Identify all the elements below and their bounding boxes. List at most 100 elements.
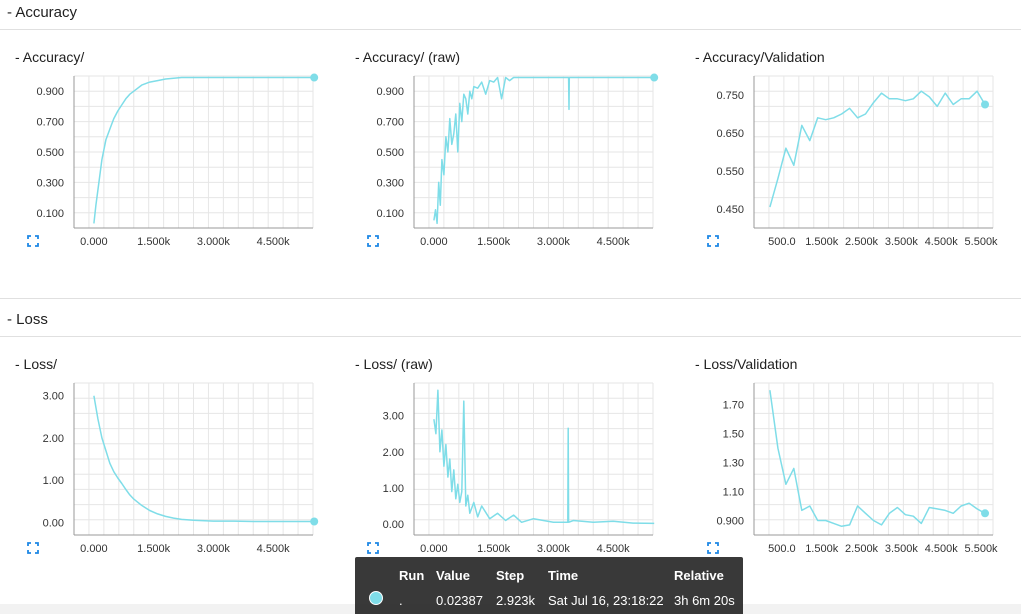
chart-card-loss-raw: - Loss/ (raw) 0.00 1.00 2.00 3.00 0.000 1.500… xyxy=(353,355,673,565)
tooltip-value: 0.02387 xyxy=(436,593,483,608)
y-tick-label: 1.00 xyxy=(43,475,64,487)
chart-accuracy-validation: 0.450 0.550 0.650 0.750 500.0 1.500k 2.500k 3.5… xyxy=(716,75,998,248)
tooltip-run: . xyxy=(399,593,403,608)
chart-card-accuracy-raw: - Accuracy/ (raw) 0.100 0.300 0.500 0.700 0.… xyxy=(353,48,673,258)
x-tick-label: 2.500k xyxy=(845,543,879,555)
chart-loss-validation: 0.900 1.10 1.30 1.50 1.70 500.0 1.500k 2.500k 3.… xyxy=(716,382,999,555)
section-title: - Loss xyxy=(7,311,48,328)
x-tick-label: 5.500k xyxy=(965,543,999,555)
series-end-point xyxy=(981,100,990,109)
expand-corner xyxy=(367,550,371,554)
expand-glyph xyxy=(367,235,379,247)
x-tick-label: 1.500k xyxy=(805,236,839,248)
chart-card-loss: - Loss/ 0.00 1.00 2.00 3.00 0.000 1.500k 3.000… xyxy=(13,355,333,565)
chart-card-accuracy-validation: - Accuracy/Validation 0.450 0.550 0.650 0.7… xyxy=(693,48,1013,258)
x-tick-label: 4.500k xyxy=(597,543,631,555)
expand-corner xyxy=(375,235,379,239)
expand-glyph xyxy=(27,235,39,247)
x-tick-label: 4.500k xyxy=(597,236,631,248)
tooltip-time: Sat Jul 16, 23:18:22 xyxy=(548,593,664,608)
y-tick-label: 1.00 xyxy=(383,483,404,495)
expand-icon[interactable] xyxy=(27,541,39,554)
expand-corner xyxy=(715,243,719,247)
expand-icon[interactable] xyxy=(707,541,719,554)
y-tick-label: 2.00 xyxy=(43,433,64,445)
expand-corner xyxy=(27,542,31,546)
expand-icon[interactable] xyxy=(27,234,39,247)
x-tick-label: 500.0 xyxy=(768,236,796,248)
x-tick-label: 4.500k xyxy=(257,236,291,248)
tooltip-header-run: Run xyxy=(399,568,425,583)
y-tick-label: 0.500 xyxy=(376,147,404,159)
x-tick-label: 3.000k xyxy=(537,236,571,248)
x-tick-label: 2.500k xyxy=(845,236,879,248)
y-tick-label: 2.00 xyxy=(383,447,404,459)
x-tick-label: 500.0 xyxy=(768,543,796,555)
section-header-loss[interactable]: - Loss xyxy=(0,307,1021,337)
expand-corner xyxy=(367,542,371,546)
x-tick-label: 1.500k xyxy=(805,543,839,555)
section-divider xyxy=(0,298,1021,299)
expand-corner xyxy=(35,550,39,554)
y-tick-label: 3.00 xyxy=(43,391,64,403)
expand-corner xyxy=(35,235,39,239)
expand-corner xyxy=(707,550,711,554)
x-tick-label: 4.500k xyxy=(257,543,291,555)
expand-icon[interactable] xyxy=(367,234,379,247)
y-tick-label: 0.550 xyxy=(716,166,744,178)
y-tick-label: 0.100 xyxy=(36,208,64,220)
expand-corner xyxy=(27,243,31,247)
series-end-point xyxy=(310,73,319,82)
y-tick-label: 0.00 xyxy=(43,517,64,529)
expand-corner xyxy=(375,542,379,546)
chart-title: - Loss/Validation xyxy=(695,356,798,372)
x-tick-label: 1.500k xyxy=(137,543,171,555)
x-tick-label: 1.500k xyxy=(477,543,511,555)
grid xyxy=(413,382,654,536)
series-end-point xyxy=(310,517,319,526)
expand-glyph xyxy=(707,235,719,247)
chart-title: - Accuracy/ xyxy=(15,49,85,65)
series-line xyxy=(93,76,315,224)
series-end-point xyxy=(650,73,659,82)
x-tick-label: 3.500k xyxy=(885,543,919,555)
expand-corner xyxy=(35,243,39,247)
expand-corner xyxy=(715,235,719,239)
run-color-dot xyxy=(369,591,383,605)
chart-title: - Loss/ (raw) xyxy=(355,356,433,372)
expand-corner xyxy=(715,550,719,554)
expand-glyph xyxy=(367,542,379,554)
chart-title: - Loss/ xyxy=(15,356,58,372)
chart-loss: 0.00 1.00 2.00 3.00 0.000 1.500k 3.000k 4.500k xyxy=(43,382,319,555)
grid xyxy=(73,382,314,536)
chart-title: - Accuracy/Validation xyxy=(695,49,825,65)
x-tick-label: 0.000 xyxy=(420,543,448,555)
y-tick-label: 0.00 xyxy=(383,519,404,531)
tooltip-header-step: Step xyxy=(496,568,525,583)
expand-icon[interactable] xyxy=(707,234,719,247)
y-tick-label: 0.700 xyxy=(36,117,64,129)
expand-corner xyxy=(27,550,31,554)
chart-accuracy-raw: 0.100 0.300 0.500 0.700 0.900 0.000 1.500k 3.00… xyxy=(376,73,659,248)
chart-card-loss-validation: - Loss/Validation 0.900 1.10 1.30 1.50 1.70 5… xyxy=(693,355,1013,565)
x-tick-label: 1.500k xyxy=(477,236,511,248)
expand-corner xyxy=(707,542,711,546)
y-tick-label: 0.750 xyxy=(716,90,744,102)
expand-glyph xyxy=(707,542,719,554)
expand-icon[interactable] xyxy=(367,541,379,554)
expand-corner xyxy=(707,243,711,247)
chart-loss-raw: 0.00 1.00 2.00 3.00 0.000 1.500k 3.000k 4.500k xyxy=(383,382,655,555)
grid xyxy=(753,75,994,229)
y-tick-label: 0.450 xyxy=(716,204,744,216)
x-tick-label: 0.000 xyxy=(80,543,108,555)
expand-corner xyxy=(375,550,379,554)
series-line xyxy=(769,90,986,208)
grid xyxy=(413,75,654,229)
x-tick-label: 3.000k xyxy=(197,543,231,555)
x-tick-label: 1.500k xyxy=(137,236,171,248)
tooltip-relative: 3h 6m 20s xyxy=(674,593,735,608)
expand-corner xyxy=(375,243,379,247)
y-tick-label: 0.300 xyxy=(376,177,404,189)
series-end-point xyxy=(981,509,990,518)
section-header-accuracy[interactable]: - Accuracy xyxy=(0,0,1021,30)
